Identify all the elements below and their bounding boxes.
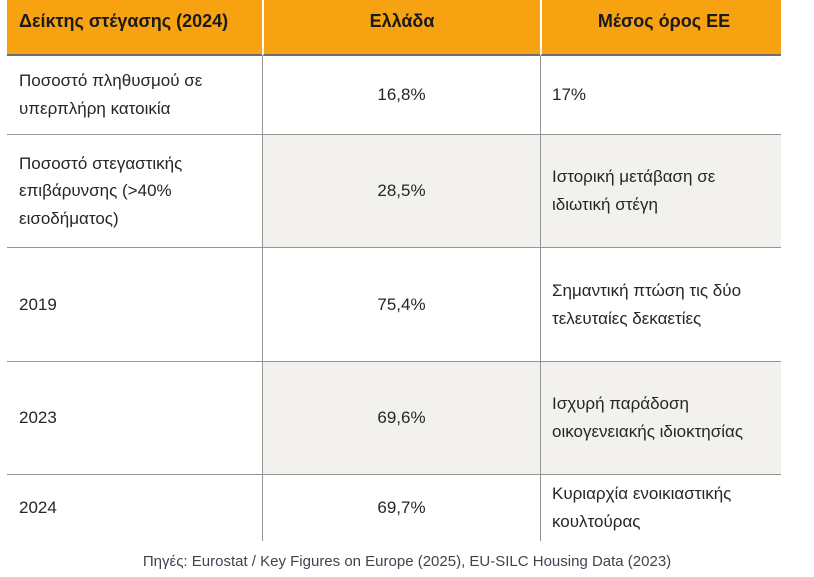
column-header-eu-average: Μέσος όρος ΕΕ [540,0,781,56]
indicator-cell: 2024 [7,474,262,541]
eu-average-cell: Κυριαρχία ενοικιαστικής κουλτούρας [540,474,781,541]
indicator-cell: 2019 [7,247,262,361]
eu-average-cell: 17% [540,56,781,134]
column-header-greece: Ελλάδα [262,0,540,56]
greece-value-cell: 69,6% [262,361,540,474]
indicator-cell: Ποσοστό στεγαστικής επιβάρυνσης (>40% ει… [7,134,262,247]
column-header-indicator: Δείκτης στέγασης (2024) [7,0,262,56]
indicator-cell: Ποσοστό πληθυσμού σε υπερπλήρη κατοικία [19,71,203,118]
greece-value-cell: 28,5% [262,134,540,247]
greece-value-cell: 69,7% [262,474,540,541]
housing-indicators-table: Δείκτης στέγασης (2024) Ελλάδα Μέσος όρο… [7,0,781,541]
indicator-cell: 2023 [7,361,262,474]
eu-average-cell: Ισχυρή παράδοση οικογενειακής ιδιοκτησία… [540,361,781,474]
greece-value-cell: 16,8% [262,56,540,134]
eu-average-cell: Ιστορική μετάβαση σε ιδιωτική στέγη [540,134,781,247]
sources-note: Πηγές: Eurostat / Key Figures on Europe … [142,553,672,570]
eu-average-cell: Σημαντική πτώση τις δύο τελευταίες δεκαε… [540,247,781,361]
greece-value-cell: 75,4% [262,247,540,361]
